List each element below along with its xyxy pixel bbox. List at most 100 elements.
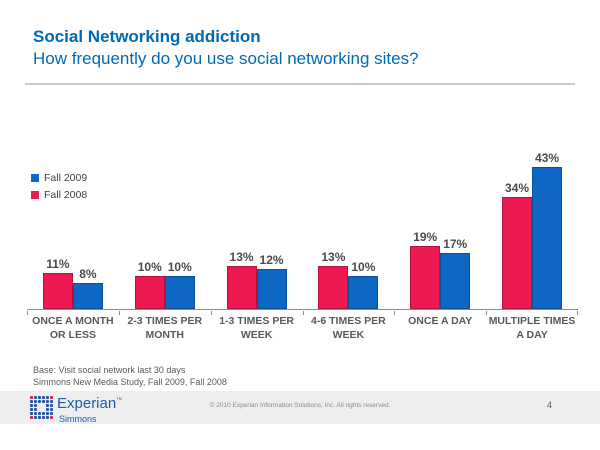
- bar-value-label: 17%: [443, 237, 468, 251]
- bar-fall-2008: 19%: [410, 230, 441, 309]
- bar-fall-2008: 10%: [134, 260, 165, 309]
- footnote-line-1: Base: Visit social network last 30 days: [33, 365, 186, 375]
- legend-label: Fall 2009: [44, 172, 88, 184]
- category-label: ONCE A MONTH OR LESS: [32, 315, 114, 341]
- bar-fall-2009: 10%: [348, 260, 379, 309]
- logo-dot: [42, 400, 45, 403]
- footnote-line-2: Simmons New Media Study, Fall 2009, Fall…: [33, 377, 227, 388]
- bar-fall-2009: 43%: [532, 151, 563, 309]
- logo-dot: [50, 408, 53, 411]
- logo-dot: [30, 400, 33, 403]
- chart-legend: Fall 2009 Fall 2008: [31, 172, 87, 206]
- bar-value-label: 13%: [229, 250, 254, 264]
- title-block: Social Networking addiction How frequent…: [33, 27, 419, 70]
- axis-tick: [302, 311, 304, 315]
- logo-dot: [42, 416, 45, 419]
- bar-value-label: 34%: [505, 181, 530, 195]
- bar: [532, 167, 563, 309]
- logo-dot: [34, 412, 37, 415]
- logo-dot: [30, 412, 33, 415]
- axis-tick: [394, 311, 396, 315]
- category-label: 1-3 TIMES PER WEEK: [219, 315, 294, 341]
- bar: [164, 276, 195, 309]
- axis-tick: [118, 311, 120, 315]
- title-divider: [25, 83, 575, 85]
- bar-fall-2009: 10%: [164, 260, 195, 309]
- logo-dot: [34, 396, 37, 399]
- footnote: Base: Visit social network last 30 days …: [33, 364, 227, 388]
- bar-group: 11% 8%: [27, 145, 119, 309]
- logo-dot: [38, 400, 41, 403]
- bar-value-label: 11%: [46, 257, 70, 271]
- category-labels: ONCE A MONTH OR LESS 2-3 TIMES PER MONTH 1…: [27, 315, 578, 342]
- logo-dot: [34, 404, 37, 407]
- experian-logo: Experian™ Simmons: [30, 395, 122, 424]
- page-title: Social Networking addiction: [33, 27, 261, 46]
- bar: [72, 283, 103, 309]
- logo-dot: [50, 416, 53, 419]
- axis-tick: [27, 311, 28, 315]
- logo-dot: [46, 408, 49, 411]
- page-number: 4: [546, 400, 552, 410]
- bar-value-label: 10%: [351, 260, 376, 274]
- logo-dot: [38, 416, 41, 419]
- logo-dot: [50, 412, 53, 415]
- legend-item: Fall 2008: [31, 189, 87, 201]
- logo-dot: [50, 404, 53, 407]
- category-label: 4-6 TIMES PER WEEK: [311, 315, 386, 341]
- axis-tick: [210, 311, 212, 315]
- legend-item: Fall 2009: [31, 172, 87, 184]
- logo-text: Experian™ Simmons: [57, 395, 122, 424]
- logo-dot: [46, 396, 49, 399]
- bar-fall-2008: 34%: [502, 181, 533, 309]
- trademark-symbol: ™: [116, 397, 123, 404]
- legend-swatch: [31, 191, 39, 199]
- bar-group: 13% 12%: [211, 145, 303, 309]
- page-subtitle: How frequently do you use social network…: [33, 49, 419, 69]
- axis-ticks: [27, 310, 578, 315]
- logo-dot: [30, 416, 33, 419]
- logo-dot: [34, 408, 37, 411]
- bar-fall-2009: 12%: [256, 253, 287, 309]
- legend-swatch: [31, 174, 39, 182]
- footer-bar: Experian™ Simmons © 2010 Experian Inform…: [0, 391, 600, 424]
- logo-dot: [42, 396, 45, 399]
- bar: [348, 276, 379, 309]
- logo-dot: [50, 400, 53, 403]
- axis-tick: [486, 311, 488, 315]
- category-label: 2-3 TIMES PER MONTH: [127, 315, 203, 341]
- logo-dot: [38, 396, 41, 399]
- brand-subname: Simmons: [59, 414, 97, 424]
- category-label: ONCE A DAY: [408, 315, 473, 327]
- logo-dot: [46, 416, 49, 419]
- bar-group: 34% 43%: [486, 145, 578, 309]
- bar-value-label: 8%: [79, 267, 97, 281]
- bar-value-label: 19%: [413, 230, 438, 244]
- bar-group: 13% 10%: [302, 145, 394, 309]
- logo-dot: [34, 416, 37, 419]
- bar: [134, 276, 165, 309]
- bar-fall-2008: 11%: [42, 257, 73, 309]
- bar-value-label: 12%: [259, 253, 284, 267]
- bar-value-label: 10%: [167, 260, 192, 274]
- logo-dot: [38, 412, 41, 415]
- copyright-text: © 2010 Experian Information Solutions, I…: [209, 402, 391, 409]
- logo-dot: [42, 412, 45, 415]
- logo-dot: [30, 408, 33, 411]
- bar: [256, 269, 287, 309]
- experian-dots-icon: [30, 396, 53, 419]
- brand-name: Experian: [57, 395, 117, 412]
- bar: [502, 197, 533, 309]
- bar-chart: 11% 8% 10% 10% 13% 12% 13% 10% 19% 17% 34% 43%: [27, 145, 578, 315]
- bar: [440, 253, 471, 309]
- category-label: MULTIPLE TIMES A DAY: [488, 315, 576, 341]
- logo-dot: [50, 396, 53, 399]
- logo-dot: [30, 396, 33, 399]
- bar-value-label: 43%: [535, 151, 560, 165]
- logo-dot: [34, 400, 37, 403]
- bar-group: 19% 17%: [394, 145, 486, 309]
- logo-dot: [46, 404, 49, 407]
- bar: [410, 246, 441, 309]
- bar-fall-2008: 13%: [318, 250, 349, 309]
